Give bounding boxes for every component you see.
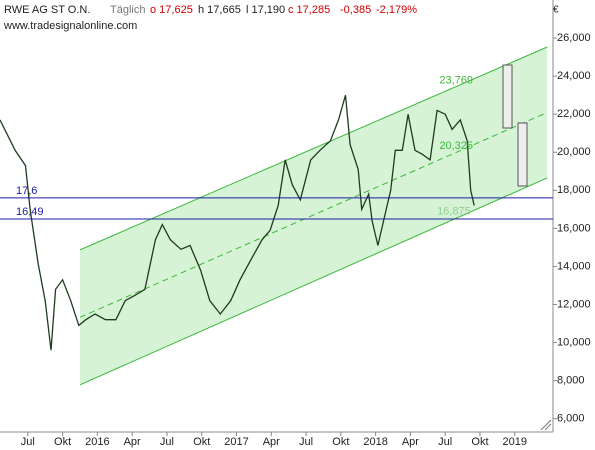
y-tick-label: 6,000 bbox=[557, 413, 585, 425]
x-tick-label: Apr bbox=[263, 436, 280, 448]
close: c 17,285 bbox=[288, 4, 330, 16]
price-line bbox=[0, 95, 475, 351]
y-tick-label: 12,000 bbox=[557, 298, 591, 310]
change: -0,385 bbox=[340, 4, 371, 16]
x-tick-label: Apr bbox=[402, 436, 419, 448]
x-tick-label: 2016 bbox=[85, 436, 109, 448]
projection-box bbox=[517, 122, 528, 187]
x-tick-label: 2018 bbox=[363, 436, 387, 448]
x-tick-label: Jul bbox=[299, 436, 313, 448]
x-tick-label: Apr bbox=[124, 436, 141, 448]
y-tick-label: 10,000 bbox=[557, 336, 591, 348]
channel-middle bbox=[79, 112, 548, 318]
plot-area bbox=[0, 46, 548, 386]
channel-upper bbox=[79, 46, 548, 251]
source: www.tradesignalonline.com bbox=[3, 20, 137, 32]
y-tick-label: 22,000 bbox=[557, 108, 591, 120]
y-tick-label: 8,000 bbox=[557, 375, 585, 387]
x-tick-label: Jul bbox=[160, 436, 174, 448]
symbol: RWE AG ST O.N. bbox=[4, 4, 90, 16]
channel-lower bbox=[79, 177, 548, 386]
annotation: 16,875 bbox=[437, 206, 471, 218]
y-tick-label: 24,000 bbox=[557, 70, 591, 82]
channel-area bbox=[79, 47, 548, 385]
x-tick-label: Okt bbox=[471, 436, 488, 448]
y-tick-label: 26,000 bbox=[557, 32, 591, 44]
projection-box bbox=[502, 64, 513, 129]
x-tick-label: Jul bbox=[21, 436, 35, 448]
open: o 17,625 bbox=[150, 4, 193, 16]
period: Täglich bbox=[110, 4, 145, 16]
level-label: 16,49 bbox=[16, 206, 44, 218]
currency: € bbox=[553, 5, 559, 16]
high: h 17,665 bbox=[198, 4, 241, 16]
y-tick-label: 16,000 bbox=[557, 222, 591, 234]
change-pct: -2,179% bbox=[376, 4, 417, 16]
resize-grip bbox=[540, 419, 552, 431]
y-tick-label: 14,000 bbox=[557, 260, 591, 272]
annotation: 20,325 bbox=[439, 140, 473, 152]
x-tick-label: 2017 bbox=[224, 436, 248, 448]
x-tick-label: Okt bbox=[193, 436, 210, 448]
x-tick-label: Jul bbox=[438, 436, 452, 448]
y-tick-label: 18,000 bbox=[557, 184, 591, 196]
x-tick-label: Okt bbox=[54, 436, 71, 448]
level-label: 17,6 bbox=[16, 185, 37, 197]
y-tick-label: 20,000 bbox=[557, 146, 591, 158]
annotation: 23,769 bbox=[439, 74, 473, 86]
x-tick-label: 2019 bbox=[502, 436, 526, 448]
x-tick-label: Okt bbox=[332, 436, 349, 448]
low: l 17,190 bbox=[246, 4, 285, 16]
